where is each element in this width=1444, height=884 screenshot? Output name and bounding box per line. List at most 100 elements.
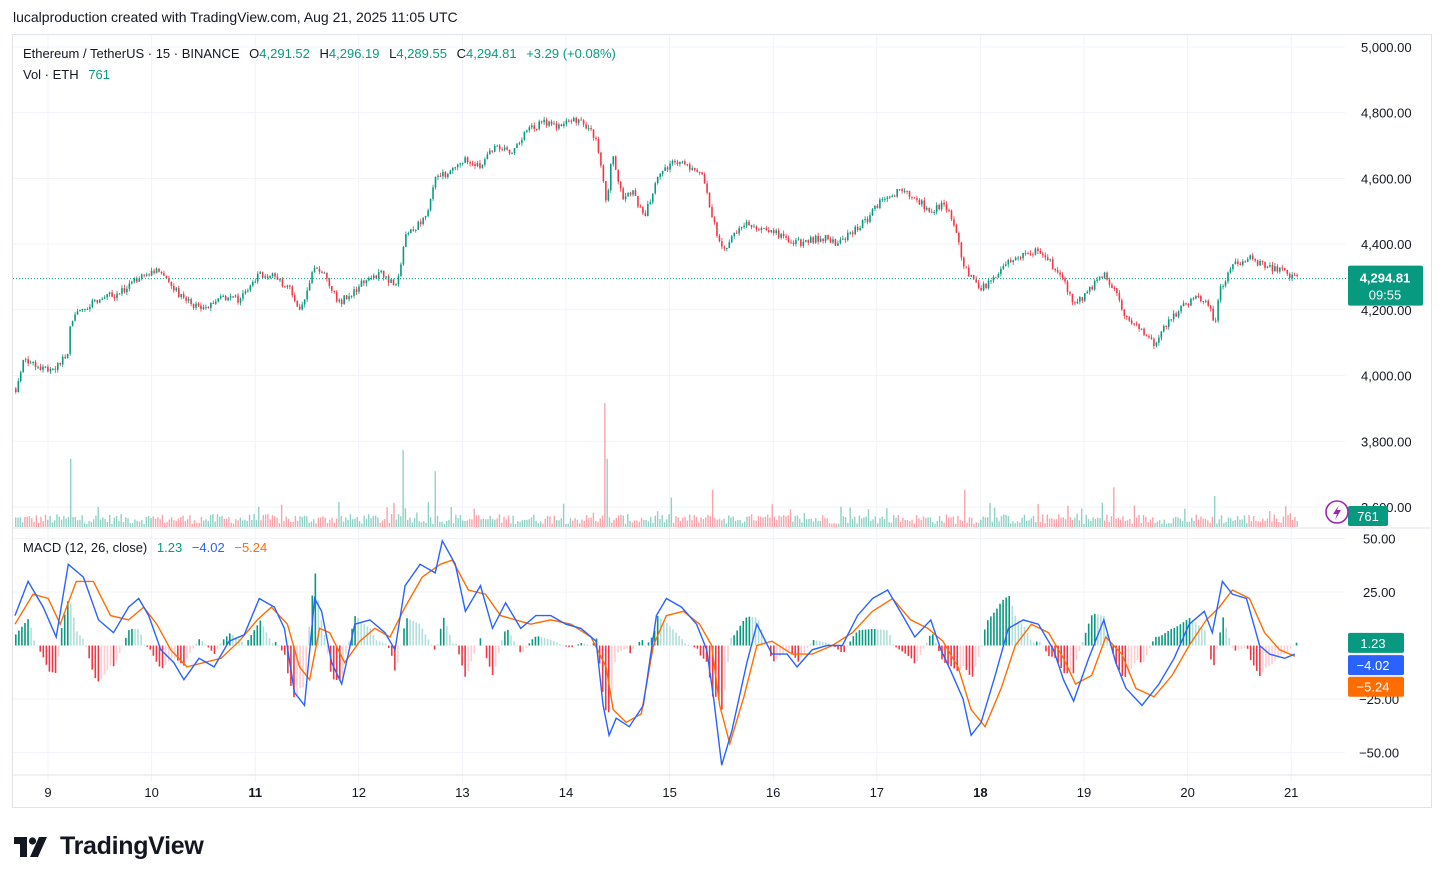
candle-body xyxy=(1155,342,1158,346)
volume-bar xyxy=(299,516,301,527)
macd-histogram-bar xyxy=(320,620,323,646)
macd-histogram-bar xyxy=(406,618,408,646)
chart-canvas[interactable]: 5,000.004,800.004,600.004,400.004,200.00… xyxy=(13,35,1431,807)
macd-histogram-bar xyxy=(186,645,188,660)
candle-body xyxy=(977,282,980,289)
volume-bar xyxy=(569,518,572,527)
volume-bar xyxy=(780,516,783,527)
volume-bar xyxy=(365,518,368,527)
volume-bar xyxy=(517,521,519,527)
volume-bar xyxy=(785,516,787,527)
volume-bar xyxy=(707,514,709,527)
candle-body xyxy=(597,139,600,153)
volume-bar xyxy=(407,519,409,527)
candle-body xyxy=(185,297,187,301)
volume-bar xyxy=(1259,521,1262,527)
candle-body xyxy=(1283,268,1286,271)
macd-histogram-bar xyxy=(846,645,849,647)
volume-bar xyxy=(478,515,480,527)
volume-bar xyxy=(44,514,47,527)
candle-body xyxy=(901,189,903,192)
candle-body xyxy=(22,360,25,373)
candle-body xyxy=(321,271,323,273)
volume-bar xyxy=(37,522,40,527)
volume-bar xyxy=(264,514,267,527)
signal-badge-value: −5.24 xyxy=(1357,680,1390,695)
candle-body xyxy=(701,172,703,175)
volume-bar xyxy=(679,521,682,527)
volume-bar xyxy=(1177,517,1179,527)
candle-body xyxy=(772,230,775,234)
macd-histogram-bar xyxy=(1295,642,1298,646)
macd-histogram-bar xyxy=(445,626,448,646)
candle-body xyxy=(331,286,333,291)
volume-bar xyxy=(17,517,19,527)
candle-body xyxy=(563,123,565,127)
volume-bar xyxy=(1035,522,1037,527)
volume-bar xyxy=(1062,517,1065,527)
macd-histogram-bar xyxy=(901,645,904,652)
volume-bar xyxy=(1225,522,1227,527)
volume-bar xyxy=(838,523,840,527)
macd-histogram-bar xyxy=(1008,596,1011,646)
volume-bar xyxy=(982,516,984,527)
candle-body xyxy=(730,236,733,243)
candle-body xyxy=(66,353,69,359)
macd-histogram-bar xyxy=(669,626,671,646)
volume-bar xyxy=(338,501,340,527)
candle-body xyxy=(723,246,726,249)
tradingview-logo-icon xyxy=(14,836,47,857)
chart-frame[interactable]: 5,000.00 4,800.00 4,600.00 4,400.00 4,200.00… xyxy=(12,34,1432,808)
candle-body xyxy=(496,145,499,147)
volume-bar xyxy=(143,523,145,527)
volume-bar xyxy=(1287,514,1289,527)
volume-bar xyxy=(283,521,285,527)
volume-bar xyxy=(489,515,491,527)
candle-body xyxy=(387,276,390,283)
candle-body xyxy=(550,121,553,125)
macd-histogram-bar xyxy=(546,638,549,646)
volume-bar xyxy=(700,517,702,527)
volume-bar xyxy=(1124,521,1126,527)
macd-histogram-bar xyxy=(699,645,702,656)
macd-histogram-bar xyxy=(513,641,515,646)
macd-histogram-bar xyxy=(617,645,619,653)
volume-bar xyxy=(104,519,106,527)
tradingview-brand[interactable]: TradingView xyxy=(14,832,204,861)
volume-bar xyxy=(888,522,890,527)
volume-bar xyxy=(762,517,764,527)
candle-body xyxy=(612,156,615,165)
macd-histogram-bar xyxy=(1075,645,1078,661)
volume-bar xyxy=(267,514,269,527)
candle-body xyxy=(197,303,200,306)
macd-histogram-bar xyxy=(974,645,977,667)
macd-histogram-bar xyxy=(1023,626,1026,646)
volume-bar xyxy=(1289,513,1292,527)
price-axis-label: 4,200.00 xyxy=(1361,303,1412,318)
candle-body xyxy=(74,314,76,321)
candle-body xyxy=(516,144,518,149)
candle-body xyxy=(1143,328,1145,336)
candle-body xyxy=(410,229,412,234)
macd-histogram-bar xyxy=(510,635,512,646)
candle-body xyxy=(1197,295,1200,297)
candle-body xyxy=(486,154,489,160)
candle-body xyxy=(856,226,859,230)
candle-body xyxy=(837,243,839,246)
price-axis-label: 4,000.00 xyxy=(1361,369,1412,384)
volume-bar xyxy=(258,506,260,527)
time-axis-label: 20 xyxy=(1180,785,1194,800)
candle-body xyxy=(59,363,62,365)
macd-histogram-bar xyxy=(73,617,75,646)
volume-bar xyxy=(49,515,51,527)
candle-body xyxy=(671,160,674,164)
volume-bar xyxy=(996,517,998,527)
candle-body xyxy=(1133,323,1135,325)
volume-bar xyxy=(695,516,698,527)
candle-body xyxy=(1195,295,1197,299)
volume-bar xyxy=(732,516,734,527)
macd-histogram-bar xyxy=(256,625,259,646)
candle-body xyxy=(955,225,958,233)
volume-bar xyxy=(1092,517,1094,527)
volume-bar xyxy=(269,519,271,527)
